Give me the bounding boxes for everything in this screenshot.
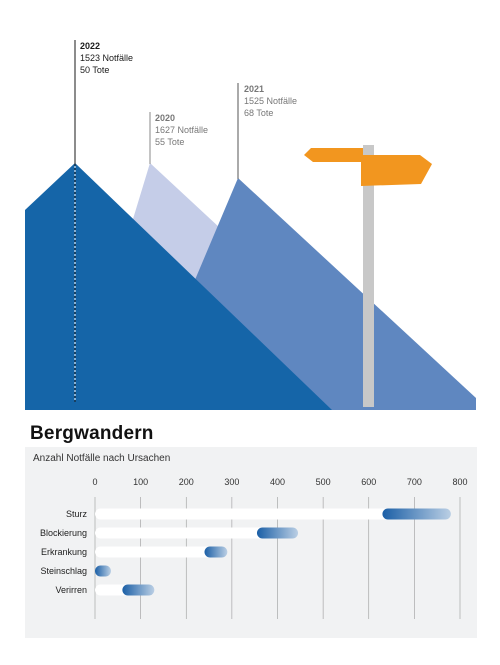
- mountain-illustration: 2022 1523 Notfälle 50 Tote 2020 1627 Not…: [25, 40, 476, 410]
- x-tick-label: 100: [133, 477, 148, 487]
- annotation-deaths-2021: 68 Tote: [244, 108, 273, 118]
- signpost: [304, 145, 432, 407]
- chart-panel: Anzahl Notfälle nach Ursachen 0 100 200 300…: [25, 447, 477, 638]
- annotation-deaths-2020: 55 Tote: [155, 137, 184, 147]
- label-layer: 0 100 200 300 400 500 600 700 800 Sturz Blockierun…: [40, 477, 468, 595]
- annotation-year-2021: 2021: [244, 84, 264, 94]
- x-tick-label: 200: [179, 477, 194, 487]
- signpost-pole: [363, 145, 374, 407]
- annotation-deaths-2022: 50 Tote: [80, 65, 109, 75]
- bar-layer: [95, 508, 451, 596]
- x-tick-label: 0: [92, 477, 97, 487]
- category-label: Steinschlag: [40, 566, 87, 576]
- category-label: Blockierung: [40, 528, 87, 538]
- chart-subtitle: Anzahl Notfälle nach Ursachen: [33, 453, 171, 464]
- annotation-incidents-2021: 1525 Notfälle: [244, 96, 297, 106]
- range-bar: [204, 546, 228, 558]
- x-tick-label: 800: [452, 477, 467, 487]
- bar-track: [95, 546, 228, 558]
- x-tick-label: 300: [224, 477, 239, 487]
- annotation-year-2020: 2020: [155, 113, 175, 123]
- signpost-arm-left: [304, 148, 363, 162]
- track-layer: [95, 508, 451, 596]
- range-bar: [95, 565, 111, 577]
- signpost-arm-right: [361, 155, 432, 186]
- category-label: Erkrankung: [41, 547, 87, 557]
- annotation-incidents-2022: 1523 Notfälle: [80, 53, 133, 63]
- range-bar: [122, 584, 155, 596]
- x-tick-label: 700: [407, 477, 422, 487]
- cause-bar-chart: 0 100 200 300 400 500 600 700 800 Sturz Blockierun…: [40, 477, 468, 619]
- mountain-2022: [25, 163, 332, 410]
- category-label: Sturz: [66, 509, 88, 519]
- bar-track: [95, 527, 299, 539]
- category-label: Verirren: [55, 585, 87, 595]
- section-title: Bergwandern: [30, 423, 154, 444]
- annotation-year-2022: 2022: [80, 41, 100, 51]
- x-tick-label: 500: [316, 477, 331, 487]
- range-bar: [382, 508, 451, 520]
- range-bar: [256, 527, 299, 539]
- x-tick-label: 600: [361, 477, 376, 487]
- bar-track: [95, 508, 451, 520]
- x-tick-label: 400: [270, 477, 285, 487]
- annotation-incidents-2020: 1627 Notfälle: [155, 125, 208, 135]
